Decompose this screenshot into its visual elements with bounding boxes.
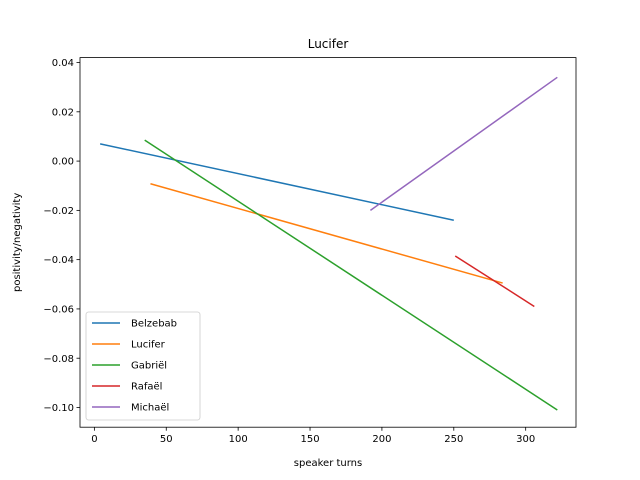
series-line (99, 143, 454, 221)
y-tick-label: −0.06 (43, 305, 74, 316)
y-tick-label: 0.04 (52, 58, 74, 69)
y-tick-label: 0.00 (52, 157, 74, 168)
series-line (369, 76, 558, 211)
ticks-layer: 0 50 100 150 200 250 300 0.04 0.02 0.00 −0.02 −0.04… (43, 58, 535, 445)
x-tick-label: 0 (91, 434, 97, 445)
x-tick-label: 150 (300, 434, 319, 445)
x-tick-label: 250 (444, 434, 463, 445)
y-tick-label: −0.02 (43, 206, 74, 217)
y-axis-label: positivity/negativity (12, 193, 23, 292)
legend-label: Lucifer (131, 340, 166, 351)
legend-label: Gabriël (131, 361, 167, 372)
series-line (150, 183, 503, 284)
series-layer (99, 76, 558, 411)
x-tick-label: 300 (516, 434, 535, 445)
x-tick-label: 50 (160, 434, 173, 445)
legend-label: Belzebab (131, 319, 177, 330)
legend-box (85, 311, 201, 421)
series-line (144, 139, 558, 411)
x-axis-label: speaker turns (294, 458, 362, 469)
y-tick-label: −0.08 (43, 354, 74, 365)
series-line (454, 255, 535, 308)
x-tick-label: 200 (372, 434, 391, 445)
legend-label: Michaël (131, 403, 169, 414)
legend-label: Rafaël (131, 382, 162, 393)
y-tick-label: 0.02 (52, 107, 74, 118)
x-tick-label: 100 (229, 434, 248, 445)
y-tick-label: −0.10 (43, 403, 74, 414)
legend: Belzebab Lucifer Gabriël Rafaël Michaël (85, 311, 201, 421)
chart-title: Lucifer (308, 37, 349, 51)
plot-frame (79, 57, 577, 428)
y-tick-label: −0.04 (43, 255, 74, 266)
